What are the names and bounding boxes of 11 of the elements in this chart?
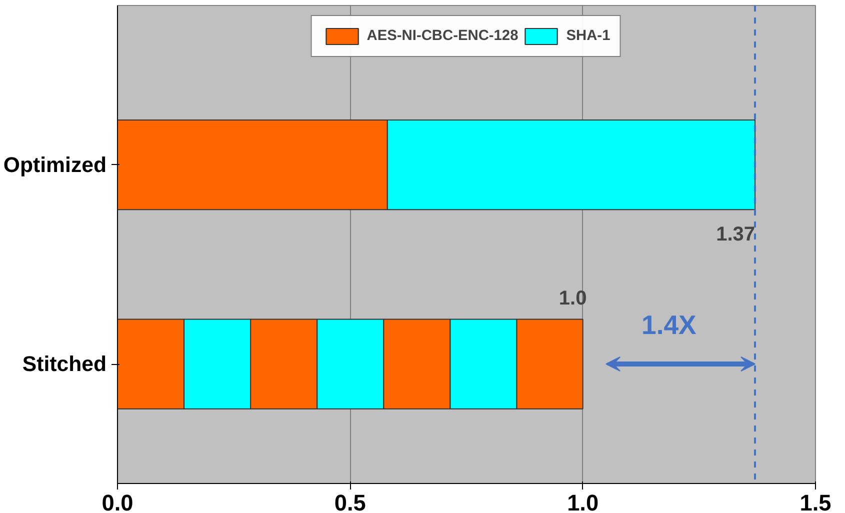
x-tick-label: 0.5 bbox=[334, 490, 366, 513]
y-tick-label: Optimized bbox=[3, 152, 107, 177]
y-tick-label: Stitched bbox=[22, 352, 107, 376]
legend-label: SHA-1 bbox=[566, 28, 610, 44]
x-tick-label: 0.0 bbox=[102, 490, 134, 513]
legend-label: AES-NI-CBC-ENC-128 bbox=[366, 28, 518, 44]
x-tick-label: 1.5 bbox=[800, 490, 832, 513]
x-tick-label: 1.0 bbox=[567, 490, 599, 513]
total-label: 1.0 bbox=[558, 287, 587, 310]
annotation: 1.4X bbox=[642, 310, 697, 340]
total-label: 1.37 bbox=[716, 224, 756, 246]
